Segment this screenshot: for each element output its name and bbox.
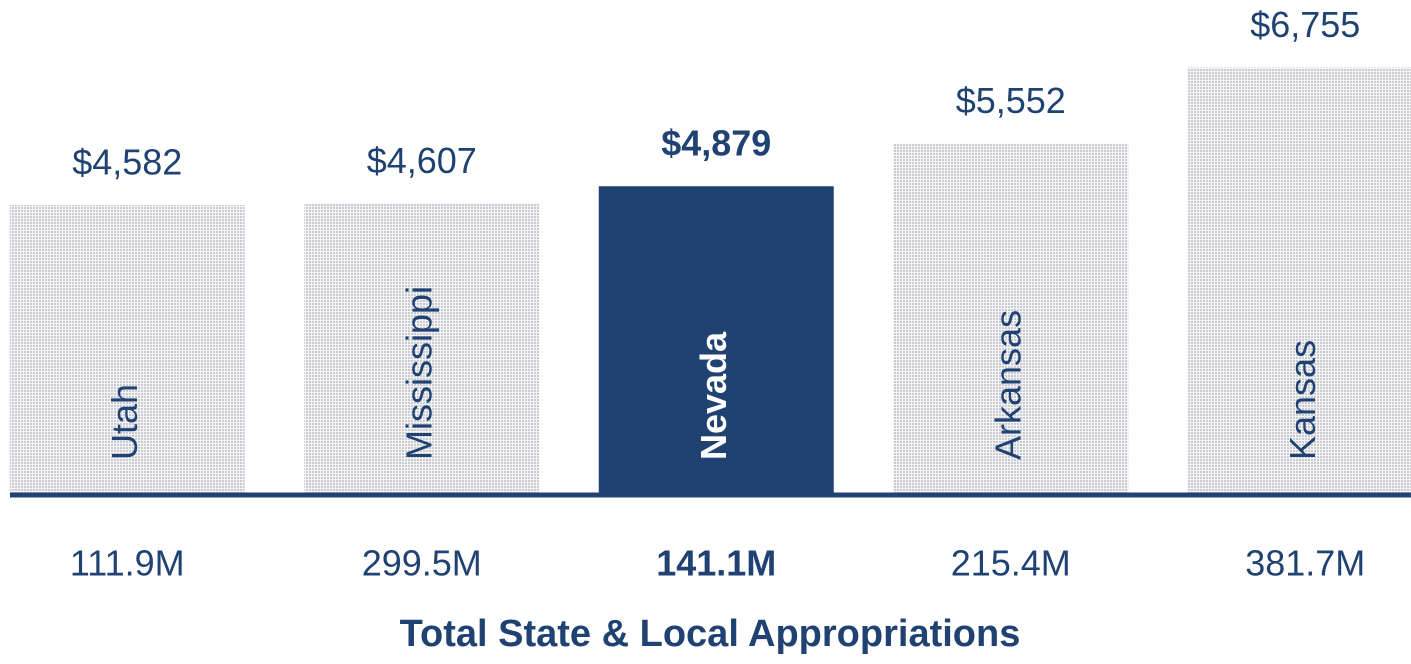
value-label: $4,582 [72,142,182,183]
bar [1187,67,1411,495]
value-label: $4,879 [661,123,771,164]
bar [304,203,540,495]
value-label: $6,755 [1250,4,1360,45]
appropriation-label: 299.5M [362,543,482,584]
category-label: Kansas [1282,340,1323,460]
appropriation-label: 141.1M [656,543,776,584]
appropriation-label: 111.9M [70,543,185,584]
category-label: Mississippi [398,286,439,460]
bar [598,186,834,495]
value-label: $4,607 [367,140,477,181]
category-label: Arkansas [987,310,1028,460]
bar [893,143,1129,496]
appropriation-label: 381.7M [1245,543,1365,584]
bar [9,205,245,496]
value-label: $5,552 [956,80,1066,121]
category-label: Nevada [693,331,734,460]
category-label: Utah [104,384,145,460]
appropriation-label: 215.4M [951,543,1071,584]
chart-title: Total State & Local Appropriations [400,613,1021,655]
